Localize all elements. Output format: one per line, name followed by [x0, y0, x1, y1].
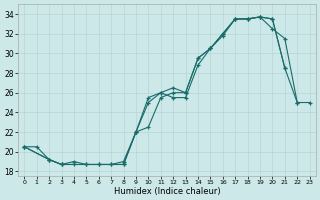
X-axis label: Humidex (Indice chaleur): Humidex (Indice chaleur)	[114, 187, 220, 196]
